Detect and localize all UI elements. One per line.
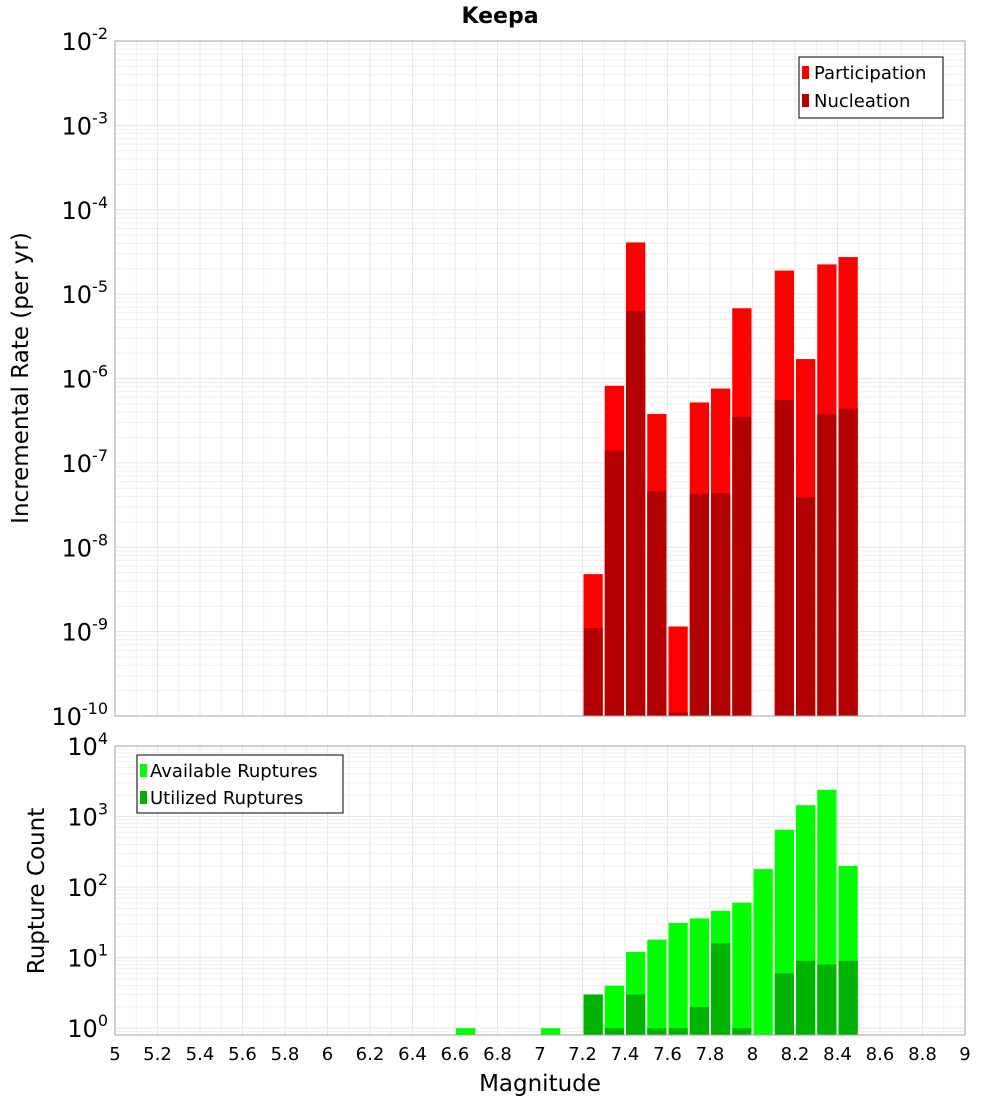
utilized-ruptures-bar: [796, 960, 816, 1035]
available-ruptures-bar: [456, 1028, 476, 1035]
chart-title: Keepa: [461, 4, 538, 29]
x-axis-label: Magnitude: [479, 1071, 601, 1097]
x-tick-label: 7.4: [611, 1044, 640, 1065]
x-tick-label: 5.6: [228, 1044, 257, 1065]
nucleation-bar: [838, 408, 858, 716]
y-tick-label: 102: [67, 870, 108, 902]
x-tick-label: 9: [959, 1044, 970, 1065]
x-tick-label: 7.8: [696, 1044, 725, 1065]
bottom-plot-frame: [114, 745, 966, 1036]
top-y-axis-label: Incremental Rate (per yr): [8, 232, 34, 524]
y-tick-label: 101: [67, 941, 108, 973]
y-tick-label: 100: [67, 1011, 108, 1043]
x-tick-label: 6.8: [483, 1044, 512, 1065]
utilized-ruptures-bar: [732, 1028, 752, 1035]
legend-swatch-utilized: [140, 791, 147, 804]
legend-swatch-participation: [802, 66, 809, 79]
legend-label-utilized: Utilized Ruptures: [150, 788, 303, 809]
nucleation-bar: [732, 416, 752, 716]
x-tick-label: 8.6: [866, 1044, 895, 1065]
y-tick-label: 10-7: [62, 446, 109, 478]
x-tick-label: 6.6: [441, 1044, 470, 1065]
available-ruptures-bar: [668, 922, 688, 1035]
x-tick-label: 6: [322, 1044, 333, 1065]
bottom-y-axis-label: Rupture Count: [24, 808, 50, 974]
available-ruptures-bar: [647, 939, 667, 1035]
available-ruptures-bar: [541, 1028, 561, 1035]
top-legend: Participation Nucleation: [798, 56, 944, 119]
y-tick-label: 104: [67, 729, 108, 761]
y-tick-label: 10-10: [51, 699, 108, 731]
bottom-panel: 100 101 102 103 104 5 5.2 5.4 5.6 5.8 6 6.2 6.4 6.6 6…: [24, 729, 971, 1097]
x-tick-label: 7.2: [568, 1044, 597, 1065]
x-tick-label: 5: [109, 1044, 120, 1065]
utilized-ruptures-bar: [817, 964, 837, 1035]
utilized-ruptures-bar: [838, 960, 858, 1035]
utilized-ruptures-bar: [583, 994, 603, 1035]
nucleation-bar: [668, 712, 688, 716]
legend-swatch-available: [140, 764, 147, 777]
legend-label-available: Available Ruptures: [150, 761, 318, 782]
legend-label-participation: Participation: [814, 63, 926, 84]
nucleation-bar: [711, 492, 731, 716]
top-panel: 10-10 10-9 10-8 10-7 10-6 10-5 10-4 10-3 10-2 In…: [8, 24, 966, 731]
x-tick-label: 8.4: [823, 1044, 852, 1065]
nucleation-bar: [689, 493, 709, 716]
nucleation-bar: [774, 399, 794, 716]
y-tick-label: 10-8: [62, 530, 109, 562]
utilized-ruptures-bar: [668, 1028, 688, 1035]
y-tick-label: 10-6: [62, 362, 109, 394]
bottom-legend: Available Ruptures Utilized Ruptures: [136, 754, 344, 814]
nucleation-bar: [647, 491, 667, 716]
available-ruptures-bar: [753, 869, 773, 1035]
y-tick-label: 10-5: [62, 277, 109, 309]
utilized-ruptures-bar: [604, 1028, 624, 1035]
x-tick-label: 7: [534, 1044, 545, 1065]
available-ruptures-bar: [732, 902, 752, 1035]
y-tick-label: 10-9: [62, 615, 109, 647]
available-ruptures-bar: [689, 918, 709, 1035]
y-tick-label: 10-2: [62, 24, 109, 56]
x-tick-label: 8.8: [908, 1044, 937, 1065]
top-plot-frame: [114, 40, 966, 717]
nucleation-bar: [604, 450, 624, 716]
x-tick-label: 5.4: [186, 1044, 215, 1065]
participation-bar: [668, 626, 688, 716]
y-tick-label: 10-3: [62, 108, 109, 140]
x-tick-label: 5.2: [143, 1044, 172, 1065]
legend-label-nucleation: Nucleation: [814, 91, 910, 112]
utilized-ruptures-bar: [774, 973, 794, 1035]
x-tick-label: 7.6: [653, 1044, 682, 1065]
nucleation-bar: [626, 311, 646, 716]
x-tick-label: 8: [747, 1044, 758, 1065]
nucleation-bar: [796, 497, 816, 716]
utilized-ruptures-bar: [711, 943, 731, 1035]
nucleation-bar: [583, 628, 603, 716]
nucleation-bar: [817, 413, 837, 716]
x-tick-label: 6.4: [398, 1044, 427, 1065]
legend-swatch-nucleation: [802, 94, 809, 107]
utilized-ruptures-bar: [689, 1006, 709, 1035]
utilized-ruptures-bar: [626, 994, 646, 1035]
x-tick-label: 8.2: [781, 1044, 810, 1065]
utilized-ruptures-bar: [647, 1028, 667, 1035]
y-tick-label: 103: [67, 800, 108, 832]
x-tick-label: 6.2: [356, 1044, 385, 1065]
available-ruptures-bar: [604, 985, 624, 1035]
x-tick-label: 5.8: [271, 1044, 300, 1065]
y-tick-label: 10-4: [62, 193, 109, 225]
